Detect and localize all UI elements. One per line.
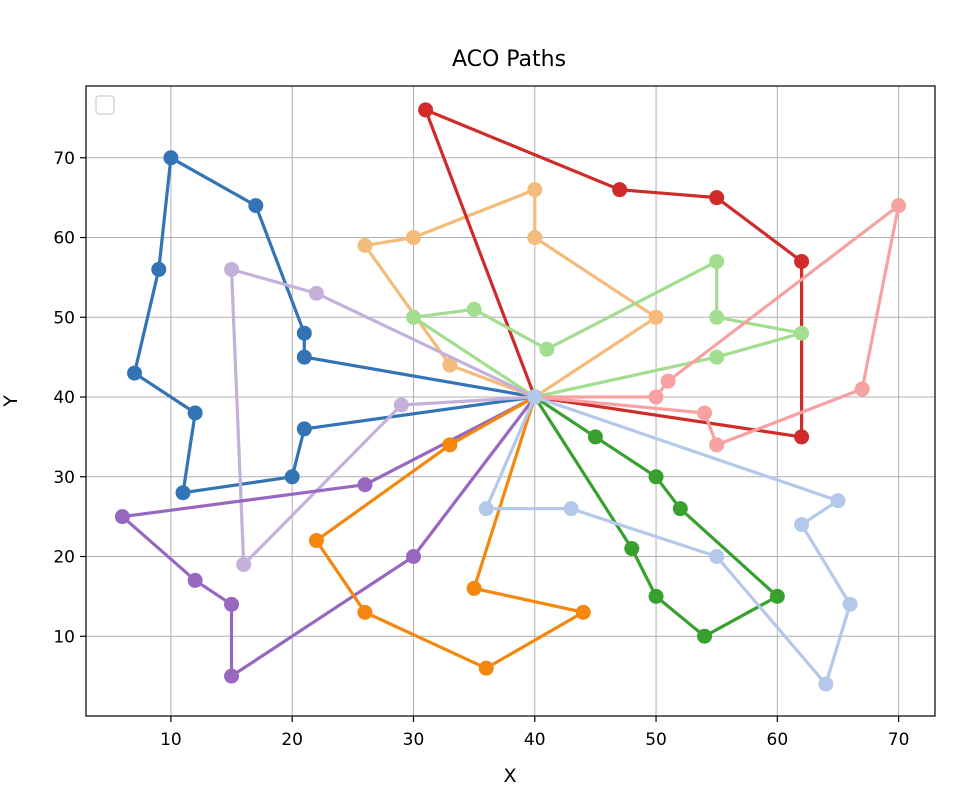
aco-path-point	[478, 501, 494, 517]
y-tick-label: 50	[53, 308, 75, 328]
aco-path-point	[794, 253, 810, 269]
aco-path-point	[442, 437, 458, 453]
aco-path-point	[830, 493, 846, 509]
aco-path-point	[697, 405, 713, 421]
aco-path-line	[314, 395, 585, 670]
aco-path-point	[478, 660, 494, 676]
aco-path-point	[697, 628, 713, 644]
aco-path-point	[393, 397, 409, 413]
aco-path-line	[229, 267, 537, 567]
aco-path-point	[405, 309, 421, 325]
x-tick-label: 10	[160, 730, 182, 750]
aco-path-point	[187, 405, 203, 421]
aco-path-point	[527, 182, 543, 198]
aco-path-point	[648, 588, 664, 604]
aco-path-point	[357, 237, 373, 253]
series-layer	[114, 102, 907, 692]
aco-path-point	[794, 517, 810, 533]
y-tick-label: 10	[53, 627, 75, 647]
aco-path-point	[284, 469, 300, 485]
aco-path-point	[151, 261, 167, 277]
y-axis-label: Y	[0, 395, 22, 408]
x-tick-label: 20	[281, 730, 303, 750]
x-tick-label: 40	[524, 730, 546, 750]
aco-path-series	[478, 389, 858, 692]
aco-path-point	[224, 261, 240, 277]
aco-path-point	[296, 349, 312, 365]
aco-path-point	[891, 198, 907, 214]
aco-path-point	[672, 501, 688, 517]
x-tick-label: 50	[645, 730, 667, 750]
aco-path-point	[308, 533, 324, 549]
aco-path-point	[660, 373, 676, 389]
aco-path-point	[466, 580, 482, 596]
aco-path-point	[769, 588, 785, 604]
aco-path-point	[163, 150, 179, 166]
aco-path-point	[854, 381, 870, 397]
y-tick-label: 30	[53, 468, 75, 488]
aco-path-point	[357, 477, 373, 493]
x-tick-label: 70	[888, 730, 910, 750]
aco-path-line	[120, 395, 537, 678]
legend-box	[95, 95, 115, 115]
aco-path-point	[127, 365, 143, 381]
aco-path-point	[624, 541, 640, 557]
aco-path-point	[527, 389, 543, 405]
aco-path-point	[466, 301, 482, 317]
aco-path-point	[175, 485, 191, 501]
y-tick-label: 60	[53, 229, 75, 249]
x-tick-label: 60	[767, 730, 789, 750]
y-tick-label: 20	[53, 548, 75, 568]
aco-path-point	[842, 596, 858, 612]
y-tick-label: 40	[53, 388, 75, 408]
aco-path-point	[563, 501, 579, 517]
chart-title: ACO Paths	[452, 47, 566, 72]
aco-path-point	[648, 389, 664, 405]
aco-path-point	[587, 429, 603, 445]
aco-path-point	[709, 437, 725, 453]
aco-path-point	[224, 668, 240, 684]
aco-path-point	[575, 604, 591, 620]
aco-path-point	[357, 604, 373, 620]
aco-path-point	[248, 198, 264, 214]
x-tick-label: 30	[403, 730, 425, 750]
aco-path-point	[794, 429, 810, 445]
aco-path-point	[709, 309, 725, 325]
aco-path-point	[709, 349, 725, 365]
aco-path-series	[418, 102, 810, 445]
aco-path-point	[794, 325, 810, 341]
aco-path-point	[296, 421, 312, 437]
aco-path-point	[709, 549, 725, 565]
aco-path-point	[405, 549, 421, 565]
aco-path-point	[648, 469, 664, 485]
aco-path-point	[187, 572, 203, 588]
aco-path-point	[224, 596, 240, 612]
aco-path-point	[612, 182, 628, 198]
aco-path-point	[114, 509, 130, 525]
aco-path-point	[236, 556, 252, 572]
aco-path-point	[405, 230, 421, 246]
aco-path-point	[818, 676, 834, 692]
aco-path-point	[418, 102, 434, 118]
axis-layer: 10 20 30 40 50 60 70 10 20 30 40 50 60 70	[53, 149, 909, 750]
aco-path-point	[308, 285, 324, 301]
y-tick-label: 70	[53, 149, 75, 169]
plot-frame	[85, 85, 936, 717]
aco-path-point	[648, 309, 664, 325]
x-axis-label: X	[503, 765, 516, 787]
aco-path-point	[539, 341, 555, 357]
aco-path-point	[527, 230, 543, 246]
aco-path-point	[709, 190, 725, 206]
aco-path-point	[442, 357, 458, 373]
aco-path-point	[709, 253, 725, 269]
aco-path-point	[296, 325, 312, 341]
